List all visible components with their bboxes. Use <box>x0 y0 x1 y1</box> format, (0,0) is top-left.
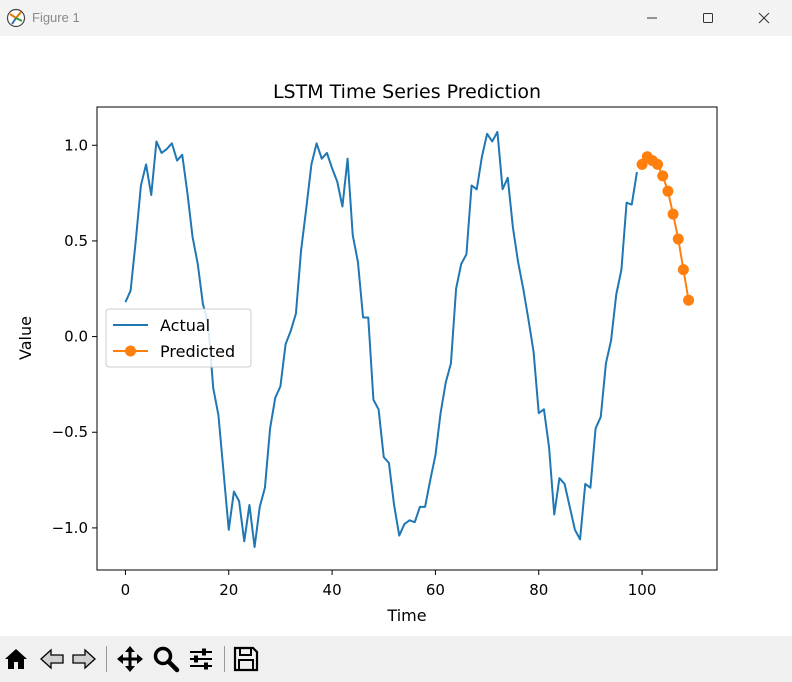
x-tick-label: 40 <box>323 581 342 599</box>
pan-icon <box>117 646 143 672</box>
toolbar-separator <box>106 646 107 672</box>
save-button[interactable] <box>231 644 261 674</box>
figure-canvas[interactable]: LSTM Time Series Prediction 0 20 40 60 80 100… <box>0 36 792 636</box>
app-icon <box>6 8 26 28</box>
close-icon <box>758 12 770 24</box>
chart-title: LSTM Time Series Prediction <box>273 81 541 103</box>
x-tick-label: 20 <box>219 581 238 599</box>
home-icon <box>5 649 27 669</box>
chart: LSTM Time Series Prediction 0 20 40 60 80 100… <box>16 81 718 625</box>
back-icon <box>40 648 64 670</box>
minimize-icon <box>647 17 657 19</box>
data-point-predicted <box>667 208 679 220</box>
x-tick-label: 80 <box>529 581 548 599</box>
configure-subplots-button[interactable] <box>186 644 216 674</box>
legend-predicted-label: Predicted <box>160 342 235 361</box>
axes-frame <box>96 106 718 571</box>
forward-button[interactable] <box>69 644 99 674</box>
maximize-icon <box>703 13 713 23</box>
data-point-predicted <box>662 185 674 197</box>
configure-icon <box>190 648 212 670</box>
data-point-predicted <box>657 170 669 182</box>
y-axis-label: Value <box>16 316 35 360</box>
y-tick-label: 0.5 <box>64 232 88 250</box>
data-point-predicted <box>652 158 664 170</box>
data-point-predicted <box>677 264 689 276</box>
y-tick-label: 1.0 <box>64 136 88 154</box>
legend-box <box>105 308 252 368</box>
back-button[interactable] <box>37 644 67 674</box>
x-tick-label: 60 <box>426 581 445 599</box>
data-point-predicted <box>672 233 684 245</box>
legend: Actual Predicted <box>105 308 252 368</box>
save-icon <box>233 646 259 672</box>
close-button[interactable] <box>736 0 792 36</box>
window-titlebar: Figure 1 <box>0 0 792 36</box>
x-tick-label: 0 <box>121 581 131 599</box>
y-tick-label: −1.0 <box>52 519 88 537</box>
window-title: Figure 1 <box>32 10 80 25</box>
data-point-predicted <box>683 294 695 306</box>
minimize-button[interactable] <box>624 0 680 36</box>
pan-button[interactable] <box>115 644 145 674</box>
legend-predicted-marker <box>125 345 136 357</box>
ticks-layer: 0 20 40 60 80 100 −1.0 −0.5 0.0 0.5 1.0 <box>52 136 657 599</box>
legend-actual-label: Actual <box>160 316 210 335</box>
x-tick-label: 100 <box>628 581 657 599</box>
toolbar-separator <box>224 646 225 672</box>
y-tick-label: 0.0 <box>64 328 88 346</box>
zoom-button[interactable] <box>151 644 181 674</box>
navigation-toolbar <box>0 636 792 682</box>
zoom-icon <box>153 646 180 673</box>
home-button[interactable] <box>1 644 31 674</box>
maximize-button[interactable] <box>680 0 736 36</box>
y-tick-label: −0.5 <box>52 423 88 441</box>
forward-icon <box>72 648 96 670</box>
x-axis-label: Time <box>386 606 426 625</box>
